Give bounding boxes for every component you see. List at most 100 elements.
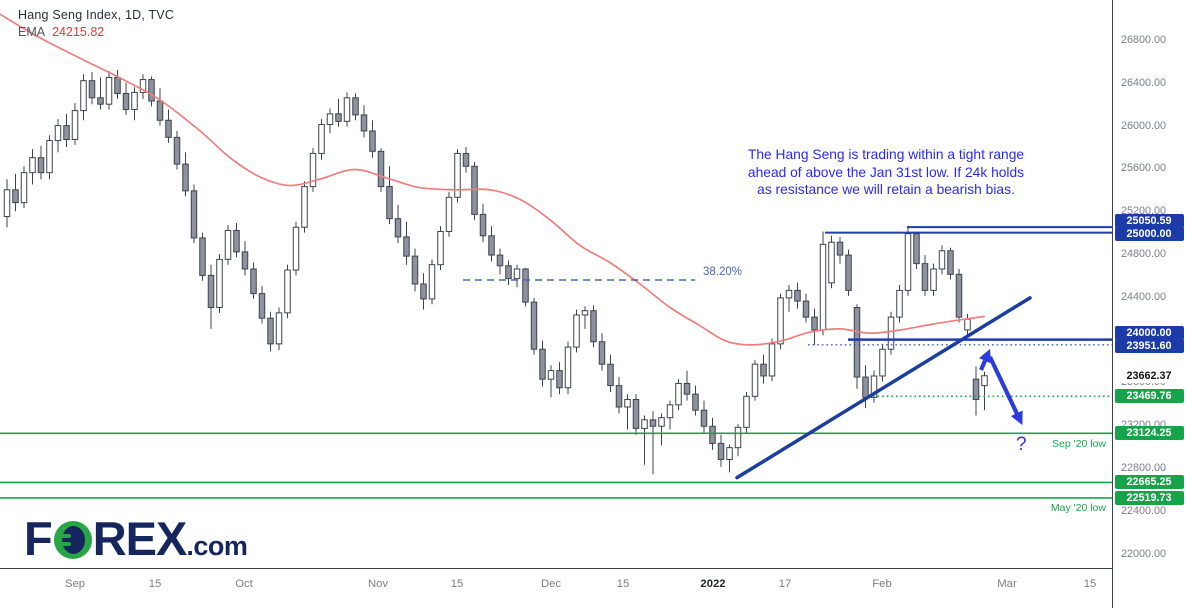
candle-down <box>590 310 597 343</box>
candle-down <box>479 213 487 237</box>
price-tick-label: 22400.00 <box>1121 504 1167 517</box>
candle-up <box>547 370 555 380</box>
candle-up <box>768 343 776 377</box>
ema-indicator-label: EMA <box>18 25 46 39</box>
time-tick-label: Sep <box>64 578 86 590</box>
price-level-badge[interactable]: 23124.25 <box>1114 426 1184 441</box>
candle-down <box>496 254 504 267</box>
candle-up <box>105 76 113 105</box>
price-level-badge[interactable]: 22519.73 <box>1114 490 1184 505</box>
candle-down <box>505 265 512 280</box>
candle-down <box>420 283 427 300</box>
ascending-trendline[interactable] <box>735 296 1032 480</box>
candle-down <box>471 165 478 215</box>
candle-down <box>37 157 45 174</box>
time-axis[interactable]: Sep 15 Oct Nov 15 Dec 15 2022 17 Feb Mar 15 <box>0 568 1186 608</box>
price-level-badge[interactable]: 25000.00 <box>1114 226 1184 241</box>
candle-down <box>233 229 240 253</box>
candle-down <box>241 251 249 270</box>
time-tick-label: Feb <box>872 578 892 590</box>
fib-retracement-label: 38.20% <box>703 266 743 278</box>
candle-down <box>199 237 206 276</box>
projection-arrow[interactable] <box>978 348 991 371</box>
candle-up <box>326 113 334 126</box>
projection-arrow[interactable] <box>988 356 1023 426</box>
candle-down <box>836 241 844 256</box>
price-level-badge[interactable]: 23469.76 <box>1114 389 1184 404</box>
time-tick-label: Mar <box>997 578 1017 590</box>
candle-down <box>972 378 980 401</box>
candle-down <box>173 136 181 165</box>
indicator-row[interactable]: EMA 24215.82 <box>18 25 174 39</box>
candle-down <box>862 376 869 398</box>
time-tick-label: 15 <box>616 578 630 590</box>
candle-down <box>539 348 546 380</box>
candle-down <box>845 254 852 291</box>
price-level-badge[interactable]: 22665.25 <box>1114 475 1184 490</box>
candle-down <box>411 255 419 285</box>
price-tick-label: 22000.00 <box>1121 547 1167 560</box>
candle-up <box>301 186 308 228</box>
candle-up <box>675 382 682 406</box>
candle-up <box>870 375 878 398</box>
price-chart-canvas[interactable] <box>0 0 1112 568</box>
price-level-badge[interactable]: 23662.37 <box>1114 368 1184 383</box>
ema-line[interactable] <box>0 13 985 346</box>
candle-down <box>649 419 657 427</box>
time-tick-label: Oct <box>235 578 253 590</box>
analyst-note-line: The Hang Seng is trading within a tight … <box>747 147 1025 162</box>
candle-up <box>930 268 937 291</box>
candle-up <box>292 226 300 271</box>
candle-down <box>12 189 19 204</box>
chart-legend: Hang Seng Index, 1D, TVC EMA 24215.82 <box>18 8 174 39</box>
sep-20-low-label: Sep '20 low <box>1052 438 1106 450</box>
candle-down <box>853 306 861 378</box>
candle-up <box>216 258 223 308</box>
price-tick-label: 25600.00 <box>1121 162 1167 175</box>
price-axis[interactable]: 26800.00 26400.00 26000.00 25600.00 25200.00… <box>1112 0 1186 608</box>
candle-up <box>573 314 580 348</box>
candle-up <box>80 80 87 112</box>
candle-down <box>182 163 189 192</box>
candle-down <box>683 382 691 395</box>
price-level-badge[interactable]: 23951.60 <box>1114 339 1184 353</box>
may-20-low-label: May '20 low <box>1050 502 1106 514</box>
candle-down <box>165 119 172 138</box>
candle-up <box>785 289 793 299</box>
question-mark-annotation: ? <box>1016 434 1027 455</box>
candle-up <box>513 268 521 280</box>
symbol-title[interactable]: Hang Seng Index, 1D, TVC <box>18 8 175 22</box>
candle-down <box>386 186 393 220</box>
candle-down <box>632 399 640 429</box>
candle-up <box>309 152 317 188</box>
price-level-badge[interactable]: 24000.00 <box>1114 326 1184 340</box>
candle-up <box>777 297 784 345</box>
price-tick-label: 26000.00 <box>1121 119 1167 132</box>
candle-down <box>955 273 963 318</box>
candle-down <box>947 250 954 275</box>
candle-up <box>343 97 351 122</box>
candle-up <box>224 229 232 260</box>
candle-up <box>428 264 436 300</box>
candle-down <box>88 80 96 99</box>
candle-down <box>394 218 402 238</box>
candle-up <box>131 91 138 111</box>
forex-logo-o-bar <box>55 542 71 546</box>
candle-down <box>250 268 257 295</box>
candle-up <box>751 363 759 397</box>
analyst-note: The Hang Seng is trading within a tight … <box>710 146 1062 199</box>
forex-logo-o-core <box>61 526 85 554</box>
time-tick-label: 15 <box>148 578 162 590</box>
candle-up <box>275 312 283 345</box>
candle-down <box>913 233 920 265</box>
candle-down <box>921 263 929 291</box>
candle-down <box>122 92 130 111</box>
candle-up <box>564 346 572 389</box>
candle-down <box>97 97 104 105</box>
candle-up <box>71 110 79 141</box>
price-level-badge[interactable]: 25050.59 <box>1114 213 1184 228</box>
price-tick-label: 24800.00 <box>1121 247 1167 260</box>
candle-up <box>284 269 291 314</box>
candle-down <box>700 409 708 427</box>
